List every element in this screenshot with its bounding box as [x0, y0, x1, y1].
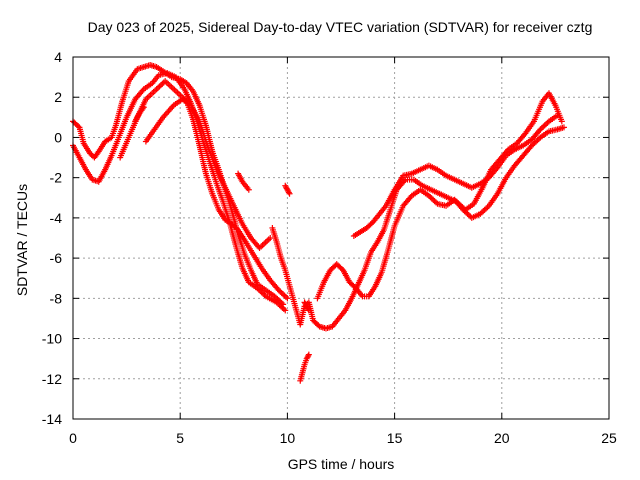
series-points	[314, 124, 567, 302]
data-point-marker	[305, 306, 312, 313]
y-tick-label: -6	[50, 250, 63, 266]
y-tick-label: -2	[50, 170, 63, 186]
y-tick-label: -10	[42, 331, 62, 347]
series-points	[301, 299, 312, 314]
y-tick-label: -4	[50, 210, 63, 226]
y-tick-label: -8	[50, 290, 63, 306]
plot-frame	[72, 56, 610, 420]
y-tick-label: 2	[54, 89, 62, 105]
series-points	[132, 104, 147, 125]
data-point-marker	[75, 123, 82, 130]
x-tick-label: 15	[387, 430, 403, 446]
data-point-marker	[267, 235, 274, 241]
data-point-marker	[558, 118, 565, 125]
axis-ticks: 0 5 10 15 20 25 -14 -12 -10 -8 -6 -4 -2 0 2 4	[42, 49, 617, 446]
series-points	[269, 90, 565, 332]
y-tick-label: -12	[42, 371, 62, 387]
x-tick-label: 20	[494, 430, 510, 446]
x-axis-label: GPS time / hours	[287, 456, 395, 472]
data-point-marker	[305, 307, 312, 314]
data-point-marker	[305, 351, 312, 358]
y-tick-label: 0	[54, 129, 62, 145]
data-point-marker	[245, 186, 252, 193]
series-points	[142, 96, 274, 252]
y-tick-label: -14	[42, 411, 62, 427]
series-points	[70, 62, 287, 308]
x-tick-label: 0	[69, 430, 77, 446]
data-point-marker	[282, 307, 289, 314]
series-points	[282, 182, 293, 197]
x-tick-label: 10	[280, 430, 296, 446]
x-tick-label: 25	[601, 430, 617, 446]
data-point-marker	[285, 189, 292, 196]
data-point-marker	[554, 112, 561, 119]
data-point-marker	[286, 190, 293, 197]
series-points	[117, 78, 291, 302]
data-point-marker	[305, 352, 312, 359]
x-tick-label: 5	[176, 430, 184, 446]
series-points	[350, 112, 561, 239]
y-tick-label: 4	[54, 49, 62, 65]
data-point-marker	[560, 124, 567, 131]
chart-title: Day 023 of 2025, Sidereal Day-to-day VTE…	[87, 19, 593, 35]
data-point-marker	[284, 295, 291, 302]
series-points	[235, 170, 252, 193]
grid-lines	[73, 57, 609, 419]
data-point-marker	[140, 104, 147, 111]
data-markers	[70, 62, 567, 384]
series-points	[297, 351, 312, 384]
